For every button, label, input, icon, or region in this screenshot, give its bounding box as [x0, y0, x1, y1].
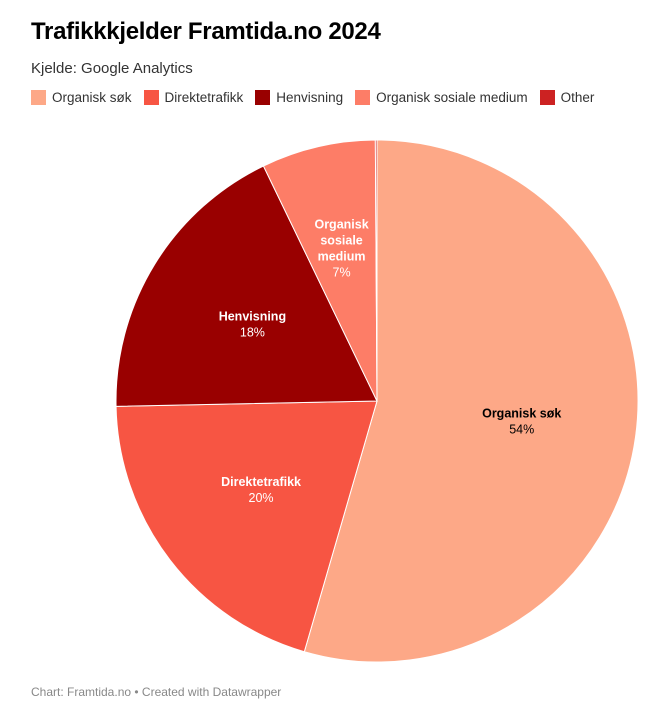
chart-subtitle: Kjelde: Google Analytics: [31, 60, 193, 77]
slice-value-label: 7%: [333, 265, 351, 279]
chart-footer: Chart: Framtida.no • Created with Datawr…: [31, 685, 282, 699]
legend-item-organisk-sosiale-medium: Organisk sosiale medium: [355, 90, 528, 105]
chart-title: Trafikkkjelder Framtida.no 2024: [31, 18, 381, 45]
legend-label: Henvisning: [276, 90, 344, 105]
legend-swatch: [255, 90, 271, 105]
legend-item-direktetrafikk: Direktetrafikk: [143, 90, 244, 105]
legend-label: Organisk sosiale medium: [376, 90, 528, 105]
slice-value-label: 18%: [240, 326, 265, 340]
legend-swatch: [31, 90, 46, 105]
legend-item-henvisning: Henvisning: [255, 90, 343, 105]
legend-swatch: [539, 90, 555, 105]
legend-label: Other: [560, 90, 595, 105]
pie-slice-henvisning: [115, 165, 378, 407]
pie-slice-direktetrafikk: [115, 400, 378, 653]
pie-slice-other: [374, 139, 378, 402]
pie-slice-organisk-sosiale-medium: [262, 139, 378, 402]
pie-slice-organisk-s-k: [303, 139, 639, 663]
slice-value-label: 54%: [509, 423, 534, 437]
slice-name-label: Direktetrafikk: [221, 475, 301, 489]
legend: Organisk søk Direktetrafikk Henvisning O…: [31, 90, 606, 105]
slice-name-label: sosiale: [320, 233, 362, 247]
legend-item-other: Other: [539, 90, 595, 105]
legend-swatch: [143, 90, 159, 105]
legend-item-organisk-sok: Organisk søk: [31, 90, 132, 105]
slice-value-label: 20%: [249, 491, 274, 505]
slice-name-label: Henvisning: [219, 310, 286, 324]
slice-name-label: Organisk: [314, 217, 368, 231]
legend-swatch: [355, 90, 371, 105]
slice-name-label: medium: [318, 249, 366, 263]
legend-label: Organisk søk: [52, 90, 132, 105]
slice-name-label: Organisk søk: [482, 407, 561, 421]
legend-label: Direktetrafikk: [164, 90, 244, 105]
